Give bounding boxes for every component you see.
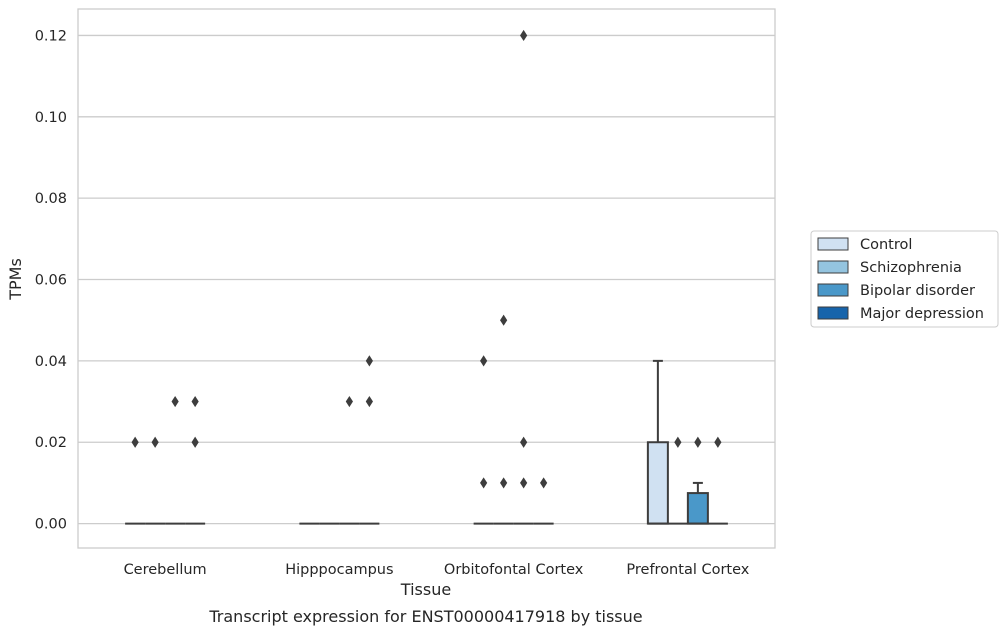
outlier-point xyxy=(480,477,488,489)
x-tick-label: Cerebellum xyxy=(124,562,207,578)
y-tick-label: 0.00 xyxy=(35,517,67,533)
gridlines xyxy=(78,34,775,525)
legend-frame xyxy=(810,230,999,328)
x-tick-label: Orbitofontal Cortex xyxy=(444,562,584,578)
x-tick-label: Prefrontal Cortex xyxy=(626,562,749,578)
y-tick-label: 0.02 xyxy=(35,435,67,451)
outlier-point xyxy=(540,477,548,489)
outlier-point xyxy=(131,436,139,448)
outlier-point xyxy=(151,436,159,448)
x-axis-label: Tissue xyxy=(400,580,451,599)
box xyxy=(686,492,709,525)
y-tick-labels: 0.00 0.02 0.04 0.06 0.08 0.10 0.12 xyxy=(35,28,67,532)
outlier-point xyxy=(500,314,508,326)
legend-label: Schizophrenia xyxy=(860,260,962,276)
boxes xyxy=(125,359,728,525)
outlier-point xyxy=(345,395,353,408)
outlier-point xyxy=(520,436,528,448)
outlier-point xyxy=(674,436,682,448)
outlier-points xyxy=(131,29,722,489)
outlier-point xyxy=(694,436,702,448)
box xyxy=(646,441,669,525)
y-axis-label: TPMs xyxy=(6,258,25,301)
outlier-point xyxy=(365,355,373,367)
x-tick-label: Hipppocampus xyxy=(285,562,393,578)
outlier-point xyxy=(191,395,199,408)
y-tick-label: 0.04 xyxy=(35,354,67,370)
y-tick-label: 0.12 xyxy=(35,28,67,44)
y-tick-label: 0.06 xyxy=(35,273,67,289)
y-tick-label: 0.10 xyxy=(35,110,67,126)
legend-swatch xyxy=(817,260,849,274)
legend-label: Bipolar disorder xyxy=(860,283,975,299)
y-tick-label: 0.08 xyxy=(35,191,67,207)
outlier-point xyxy=(365,395,373,408)
legend-label: Control xyxy=(860,237,912,253)
legend-swatch xyxy=(817,283,849,297)
outlier-point xyxy=(171,395,179,408)
outlier-point xyxy=(520,29,528,42)
plot-frame xyxy=(77,8,776,549)
legend-label: Major depression xyxy=(860,306,984,322)
chart-caption: Transcript expression for ENST0000041791… xyxy=(208,607,642,626)
x-tick-labels: Cerebellum Hipppocampus Orbitofontal Corte… xyxy=(124,562,750,578)
outlier-point xyxy=(191,436,199,448)
legend-swatch xyxy=(817,306,849,320)
outlier-point xyxy=(480,355,488,367)
outlier-point xyxy=(520,477,528,489)
legend-swatch xyxy=(817,237,849,251)
outlier-point xyxy=(500,477,508,489)
outlier-point xyxy=(714,436,722,448)
legend: Control Schizophrenia Bipolar disorder Majo… xyxy=(810,230,999,328)
